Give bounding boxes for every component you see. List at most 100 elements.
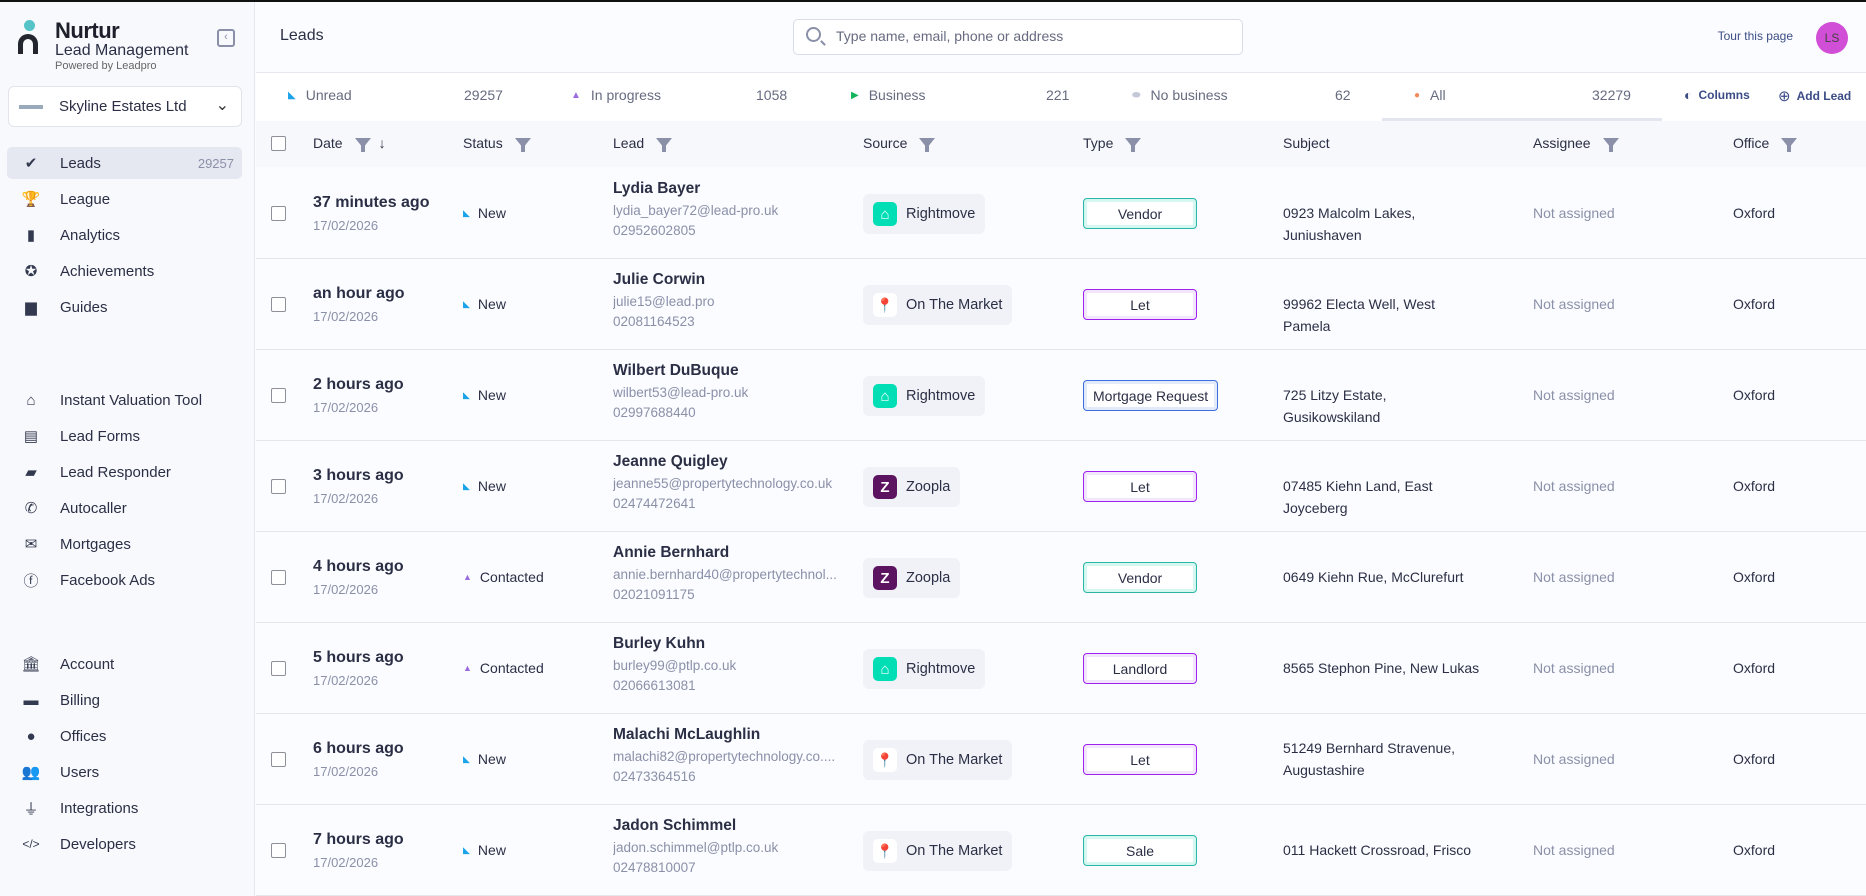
lead-name[interactable]: Lydia Bayer	[613, 180, 701, 197]
lead-cell[interactable]: Julie Corwin julie15@lead.pro 02081164523	[613, 271, 843, 329]
table-row[interactable]: 4 hours ago 17/02/2026 ▲ Contacted Annie Ber…	[256, 532, 1866, 623]
subject: 0923 Malcolm Lakes, Juniushaven	[1283, 205, 1416, 243]
table-row[interactable]: 5 hours ago 17/02/2026 ▲ Contacted Burley Ku…	[256, 623, 1866, 714]
filter-icon[interactable]	[514, 138, 531, 152]
assignee[interactable]: Not assigned	[1533, 569, 1615, 585]
table-row[interactable]: 2 hours ago 17/02/2026 ◣ New Wilbert DuBuque…	[256, 350, 1866, 441]
assignee[interactable]: Not assigned	[1533, 387, 1615, 403]
table-row[interactable]: 37 minutes ago 17/02/2026 ◣ New Lydia Bayer l…	[256, 168, 1866, 259]
office: Oxford	[1733, 296, 1776, 312]
avatar[interactable]: LS	[1816, 22, 1848, 54]
lead-name[interactable]: Julie Corwin	[613, 271, 706, 288]
search-input[interactable]	[836, 28, 1226, 44]
columns-button[interactable]: ◐ Columns	[1684, 87, 1750, 103]
lead-cell[interactable]: Jeanne Quigley jeanne55@propertytechnolog…	[613, 453, 843, 511]
row-checkbox[interactable]	[271, 843, 286, 858]
row-checkbox[interactable]	[271, 752, 286, 767]
assignee[interactable]: Not assigned	[1533, 296, 1615, 312]
filter-icon[interactable]	[1602, 138, 1619, 152]
sidebar-item-achievements[interactable]: ✪ Achievements	[7, 255, 242, 287]
sidebar-item-billing[interactable]: ▬ Billing	[7, 684, 242, 716]
bank-icon: 🏛	[21, 656, 41, 673]
column-header-subject[interactable]: Subject	[1283, 135, 1330, 151]
assignee[interactable]: Not assigned	[1533, 478, 1615, 494]
company-selector[interactable]: Skyline Estates Ltd ⌄	[8, 86, 242, 127]
column-header-date[interactable]: Date ↓	[313, 135, 386, 152]
zoopla-icon: Z	[873, 475, 897, 499]
lead-cell[interactable]: Wilbert DuBuque wilbert53@lead-pro.uk 0299…	[613, 362, 843, 420]
sidebar-item-offices[interactable]: ● Offices	[7, 720, 242, 752]
lead-cell[interactable]: Malachi McLaughlin malachi82@propertytech…	[613, 726, 843, 784]
sidebar-item-lead-forms[interactable]: ▤ Lead Forms	[7, 420, 242, 452]
table-row[interactable]: 6 hours ago 17/02/2026 ◣ New Malachi McLaugh…	[256, 714, 1866, 805]
status-cell: ◣ New	[463, 296, 506, 312]
column-header-lead[interactable]: Lead	[613, 135, 673, 152]
row-checkbox[interactable]	[271, 570, 286, 585]
lead-email: jadon.schimmel@ptlp.co.uk	[613, 840, 779, 855]
status-icon: ⬬	[1132, 89, 1141, 101]
status-icon: ▶	[851, 89, 859, 101]
lead-name[interactable]: Annie Bernhard	[613, 544, 730, 561]
assignee[interactable]: Not assigned	[1533, 205, 1615, 221]
lead-cell[interactable]: Lydia Bayer lydia_bayer72@lead-pro.uk 0295…	[613, 180, 843, 238]
filter-icon[interactable]	[354, 138, 371, 152]
lead-cell[interactable]: Jadon Schimmel jadon.schimmel@ptlp.co.uk 0…	[613, 817, 843, 875]
column-header-status[interactable]: Status	[463, 135, 531, 152]
collapse-sidebar-button[interactable]: ‹	[217, 29, 235, 47]
sort-descending-icon[interactable]: ↓	[378, 135, 386, 151]
assignee[interactable]: Not assigned	[1533, 660, 1615, 676]
tab-in-progress[interactable]: ▲ In progress	[571, 87, 661, 103]
column-header-source[interactable]: Source	[863, 135, 936, 152]
tab-all[interactable]: ● All	[1414, 87, 1446, 103]
column-header-type[interactable]: Type	[1083, 135, 1142, 152]
row-checkbox[interactable]	[271, 479, 286, 494]
row-checkbox[interactable]	[271, 206, 286, 221]
sidebar-item-users[interactable]: 👥 Users	[7, 756, 242, 788]
sidebar-item-guides[interactable]: ▆ Guides	[7, 291, 242, 323]
filter-icon[interactable]	[656, 138, 673, 152]
sidebar-item-facebook-ads[interactable]: ⓕ Facebook Ads	[7, 564, 242, 596]
row-checkbox[interactable]	[271, 661, 286, 676]
table-row[interactable]: 7 hours ago 17/02/2026 ◣ New Jadon Schimmel j…	[256, 805, 1866, 896]
source-chip: ⌂ Rightmove	[863, 194, 986, 234]
filter-icon[interactable]	[919, 138, 936, 152]
sidebar-item-league[interactable]: 🏆 League	[7, 183, 242, 215]
tab-unread[interactable]: ◣ Unread	[288, 87, 352, 103]
sidebar-item-autocaller[interactable]: ✆ Autocaller	[7, 492, 242, 524]
tab-business[interactable]: ▶ Business	[851, 87, 926, 103]
sidebar-item-leads[interactable]: ✔ Leads 29257	[7, 147, 242, 179]
lead-name[interactable]: Jadon Schimmel	[613, 817, 737, 834]
lead-name[interactable]: Malachi McLaughlin	[613, 726, 761, 743]
lead-name[interactable]: Burley Kuhn	[613, 635, 706, 652]
lead-cell[interactable]: Annie Bernhard annie.bernhard40@propertyt…	[613, 544, 843, 602]
sidebar-item-instant-valuation-tool[interactable]: ⌂ Instant Valuation Tool	[7, 384, 242, 416]
sidebar-item-developers[interactable]: </> Developers	[7, 828, 242, 860]
lead-cell[interactable]: Burley Kuhn burley99@ptlp.co.uk 0206661308…	[613, 635, 843, 693]
table-row[interactable]: an hour ago 17/02/2026 ◣ New Julie Corwin jul…	[256, 259, 1866, 350]
select-all-checkbox[interactable]	[271, 136, 286, 151]
add-lead-button[interactable]: ⊕ Add Lead	[1778, 88, 1852, 105]
office: Oxford	[1733, 751, 1776, 767]
sidebar-item-integrations[interactable]: ⏚ Integrations	[7, 792, 242, 824]
sidebar-item-account[interactable]: 🏛 Account	[7, 648, 242, 680]
column-header-assignee[interactable]: Assignee	[1533, 135, 1619, 152]
search-box[interactable]	[793, 19, 1243, 55]
row-checkbox[interactable]	[271, 297, 286, 312]
new-status-icon: ◣	[463, 844, 470, 855]
type-badge: Let	[1083, 471, 1197, 502]
lead-name[interactable]: Wilbert DuBuque	[613, 362, 739, 379]
tour-link[interactable]: Tour this page	[1717, 29, 1793, 43]
filter-icon[interactable]	[1781, 138, 1798, 152]
filter-icon[interactable]	[1125, 138, 1142, 152]
sidebar-item-analytics[interactable]: ▮ Analytics	[7, 219, 242, 251]
table-row[interactable]: 3 hours ago 17/02/2026 ◣ New Jeanne Quigley j…	[256, 441, 1866, 532]
assignee[interactable]: Not assigned	[1533, 751, 1615, 767]
search-icon	[806, 27, 821, 42]
column-header-office[interactable]: Office	[1733, 135, 1798, 152]
tab-no-business[interactable]: ⬬ No business	[1132, 87, 1228, 103]
row-checkbox[interactable]	[271, 388, 286, 403]
lead-name[interactable]: Jeanne Quigley	[613, 453, 728, 470]
sidebar-item-mortgages[interactable]: ✉ Mortgages	[7, 528, 242, 560]
assignee[interactable]: Not assigned	[1533, 842, 1615, 858]
sidebar-item-lead-responder[interactable]: ▰ Lead Responder	[7, 456, 242, 488]
